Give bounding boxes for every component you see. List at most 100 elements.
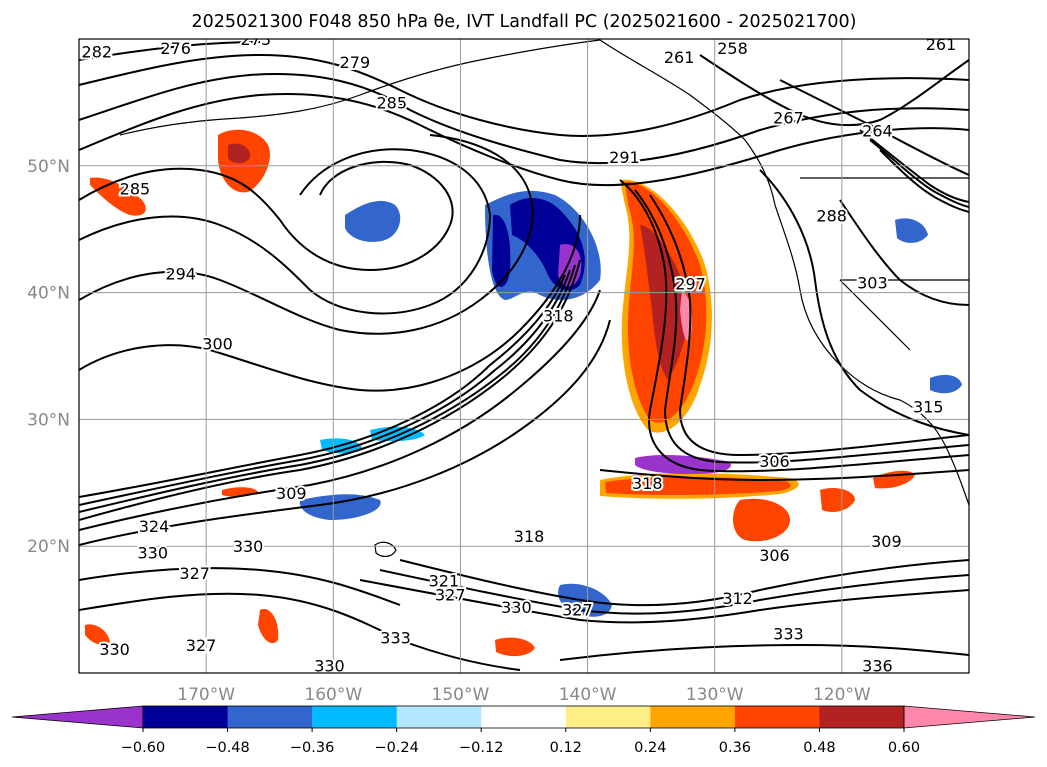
lon-tick-label: 150°W xyxy=(432,685,490,705)
contour-label: 330 xyxy=(137,544,168,563)
coastline-alaska xyxy=(119,39,601,136)
colorbar-segment xyxy=(819,706,905,728)
contour-label: 273 xyxy=(240,30,271,49)
colorbar-tick-label: 0.24 xyxy=(634,740,666,756)
contour-line xyxy=(859,129,969,203)
contour-line xyxy=(779,79,969,176)
colorbar-tick-label: −0.24 xyxy=(374,740,418,756)
contour-line xyxy=(79,264,576,513)
contour-label: 315 xyxy=(913,398,944,417)
contour-line xyxy=(379,569,969,615)
contour-label: 327 xyxy=(186,636,217,655)
contour-label: 267 xyxy=(773,109,804,128)
colorbar-frame xyxy=(142,705,905,729)
coastline-gulf-alaska xyxy=(599,39,776,206)
latitude-ticks: 50°N 40°N 30°N 20°N xyxy=(27,157,70,557)
colorbar-segment xyxy=(396,706,482,728)
contour-line xyxy=(79,289,601,531)
shading-canada-blue xyxy=(895,218,928,243)
colorbar-segment xyxy=(565,706,651,728)
colorbar-tick-label: −0.36 xyxy=(290,740,334,756)
colorbar-segment xyxy=(481,706,567,728)
contour-line xyxy=(79,592,521,671)
shading-south-red-4 xyxy=(85,624,110,645)
colorbar-segment xyxy=(650,706,736,728)
contour-label: 318 xyxy=(632,474,663,493)
contour-label: 264 xyxy=(862,121,893,140)
shading-blue-curl xyxy=(345,200,401,242)
colorbar: −0.60 −0.48 −0.36 −0.24 −0.12 0.12 0.24 0.36 0.4… xyxy=(11,705,1036,756)
contour-label: 327 xyxy=(179,564,210,583)
contour-label: 327 xyxy=(435,585,466,604)
contour-line xyxy=(559,643,969,661)
lon-tick-label: 140°W xyxy=(559,685,617,705)
contour-label: 309 xyxy=(871,532,902,551)
contour-line xyxy=(79,73,969,165)
lon-tick-label: 160°W xyxy=(304,685,362,705)
contour-label: 258 xyxy=(717,39,748,58)
shading-aleutian-darkred xyxy=(228,143,251,164)
coastline-hawaii xyxy=(374,541,397,557)
contour-line xyxy=(79,214,581,392)
contour-label: 300 xyxy=(202,334,233,353)
colorbar-segment xyxy=(227,706,313,728)
lon-tick-label: 120°W xyxy=(813,685,871,705)
lat-tick-label: 50°N xyxy=(27,157,70,177)
contour-label: 330 xyxy=(233,537,264,556)
lon-tick-label: 130°W xyxy=(686,685,744,705)
contour-line xyxy=(399,559,969,607)
map-frame xyxy=(78,38,970,674)
contour-label: 318 xyxy=(514,527,545,546)
contour-line xyxy=(634,189,969,464)
colorbar-extend-low xyxy=(11,705,144,729)
contour-label: 276 xyxy=(160,39,191,58)
colorbar-extend-high xyxy=(903,705,1036,729)
contour-line xyxy=(79,269,571,506)
contour-label: 297 xyxy=(675,275,706,294)
lon-tick-label: 170°W xyxy=(177,685,235,705)
contour-line xyxy=(699,54,969,127)
shading-navy-west xyxy=(492,214,511,287)
contour-line xyxy=(79,259,581,521)
coastline-west-coast xyxy=(774,204,969,506)
contour-line xyxy=(359,579,969,624)
contour-label: 306 xyxy=(759,546,790,565)
shading-east-red-blob2 xyxy=(820,488,855,512)
colorbar-segment xyxy=(734,706,820,728)
contour-label: 261 xyxy=(926,35,957,54)
contour-label: 333 xyxy=(380,628,411,647)
colorbar-tick-label: 0.60 xyxy=(888,740,920,756)
contour-label: 285 xyxy=(376,93,407,112)
contour-line xyxy=(759,169,969,436)
gridlines xyxy=(79,39,969,673)
contour-label: 285 xyxy=(120,180,151,199)
colorbar-segment xyxy=(312,706,398,728)
contour-label: 324 xyxy=(139,517,170,536)
lat-tick-label: 20°N xyxy=(27,537,70,557)
shading-pink-core xyxy=(680,290,693,341)
colorbar-tick-label: 0.48 xyxy=(803,740,835,756)
contour-label: 333 xyxy=(773,625,804,644)
contour-label: 312 xyxy=(722,589,753,608)
shading-east-red-blob xyxy=(733,498,790,542)
map-panel: 282 276 273 279 285 258 261 261 267 264 291 285 288 2… xyxy=(78,30,970,675)
colorbar-tick-label: −0.48 xyxy=(205,740,249,756)
shading-south-red-2 xyxy=(495,637,535,657)
coastlines xyxy=(119,39,969,557)
contour-line xyxy=(599,469,969,482)
contour-line xyxy=(649,194,969,457)
lat-tick-label: 30°N xyxy=(27,410,70,430)
contour-line xyxy=(869,139,969,208)
contour-labels: 282 276 273 279 285 258 261 261 267 264 291 285 288 2… xyxy=(80,30,959,675)
contour-label: 294 xyxy=(165,265,196,284)
colorbar-tick-label: 0.36 xyxy=(719,740,751,756)
shading-coast-blue xyxy=(930,374,962,394)
contour-label: 306 xyxy=(759,452,790,471)
shading-darkred-plume xyxy=(640,225,689,380)
contour-line xyxy=(79,160,454,272)
contour-label: 261 xyxy=(664,48,695,67)
contour-label: 330 xyxy=(314,656,345,675)
contour-label: 291 xyxy=(609,148,640,167)
contour-label: 282 xyxy=(82,43,113,62)
contour-line xyxy=(79,53,969,137)
